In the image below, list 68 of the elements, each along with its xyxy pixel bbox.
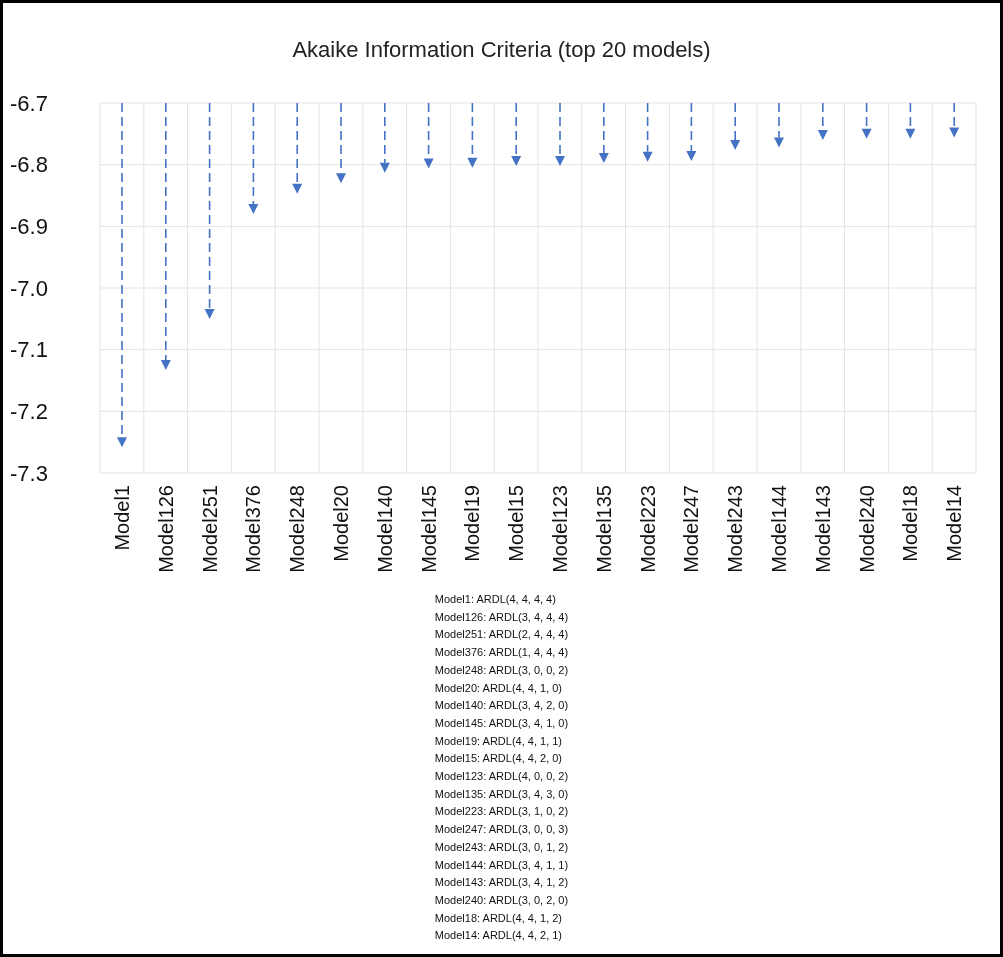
- point: [248, 204, 259, 215]
- x-tick-label: Model247: [680, 485, 703, 573]
- text: Model223: ARDL(3, 1, 0, 2): [434, 804, 569, 820]
- point: [730, 139, 741, 150]
- x-tick-label: Model376: [242, 485, 265, 573]
- y-tick-label: -7.1: [10, 337, 48, 363]
- y-tick-label: -6.7: [10, 90, 48, 116]
- x-tick-label: Model143: [811, 485, 834, 573]
- point: [555, 155, 565, 166]
- point: [598, 152, 609, 163]
- point: [905, 128, 916, 139]
- x-tick-label: Model15: [505, 485, 528, 562]
- x-tick-label: Model243: [724, 485, 747, 573]
- point: [817, 130, 828, 141]
- text: Model19: ARDL(4, 4, 1, 1): [434, 733, 564, 749]
- point: [117, 437, 127, 448]
- y-tick-label: -6.9: [10, 214, 48, 240]
- point: [423, 158, 434, 169]
- x-tick-label: Model126: [154, 485, 177, 573]
- x-tick-label: Model135: [592, 485, 615, 573]
- x-tick-label: Model251: [198, 485, 221, 573]
- x-tick-label: Model140: [373, 485, 396, 573]
- text: Model251: ARDL(2, 4, 4, 4): [434, 627, 569, 643]
- text: Model140: ARDL(3, 4, 2, 0): [434, 698, 569, 714]
- text: Model248: ARDL(3, 0, 0, 2): [434, 662, 569, 678]
- text: Model15: ARDL(4, 4, 2, 0): [434, 751, 564, 767]
- text: Model18: ARDL(4, 4, 1, 2): [434, 910, 564, 926]
- text: Model145: ARDL(3, 4, 1, 0): [434, 715, 569, 731]
- text: Model123: ARDL(4, 0, 0, 2): [434, 769, 569, 785]
- point: [204, 308, 215, 319]
- x-tick-label: Model1: [110, 485, 133, 551]
- point: [160, 360, 171, 371]
- text: Model144: ARDL(3, 4, 1, 1): [434, 857, 569, 873]
- x-tick-label: Model123: [548, 485, 571, 573]
- x-tick-label: Model144: [767, 485, 790, 573]
- point: [379, 162, 390, 173]
- text: Model143: ARDL(3, 4, 1, 2): [434, 875, 569, 891]
- point: [642, 151, 653, 162]
- text: Model126: ARDL(3, 4, 4, 4): [434, 609, 569, 625]
- point: [336, 173, 346, 184]
- x-tick-label: Model18: [899, 485, 922, 562]
- chart-title: Akaike Information Criteria (top 20 models): [291, 37, 712, 63]
- text: Model376: ARDL(1, 4, 4, 4): [434, 645, 569, 661]
- x-tick-label: Model223: [636, 485, 659, 573]
- x-tick-label: Model19: [461, 485, 484, 562]
- y-tick-label: -7.3: [10, 460, 48, 486]
- point: [861, 128, 872, 139]
- text: Model135: ARDL(3, 4, 3, 0): [434, 786, 569, 802]
- text: Model20: ARDL(4, 4, 1, 0): [434, 680, 564, 696]
- x-tick-label: Model145: [417, 485, 440, 573]
- point: [949, 127, 960, 138]
- text: Model243: ARDL(3, 0, 1, 2): [434, 839, 569, 855]
- point: [774, 137, 784, 148]
- text: Model247: ARDL(3, 0, 0, 3): [434, 822, 569, 838]
- y-tick-label: -7.0: [10, 275, 48, 301]
- point: [292, 183, 303, 194]
- y-tick-label: -6.8: [10, 152, 48, 178]
- point: [511, 155, 522, 166]
- x-tick-label: Model20: [329, 485, 352, 562]
- x-tick-label: Model14: [943, 485, 966, 562]
- point: [467, 157, 478, 168]
- point: [686, 151, 697, 162]
- text: Model240: ARDL(3, 0, 2, 0): [434, 892, 569, 908]
- text: Model1: ARDL(4, 4, 4, 4): [434, 592, 557, 607]
- y-tick-label: -7.2: [10, 399, 48, 425]
- x-tick-label: Model248: [286, 485, 309, 573]
- text: Model14: ARDL(4, 4, 2, 1): [434, 928, 564, 944]
- x-tick-label: Model240: [855, 485, 878, 573]
